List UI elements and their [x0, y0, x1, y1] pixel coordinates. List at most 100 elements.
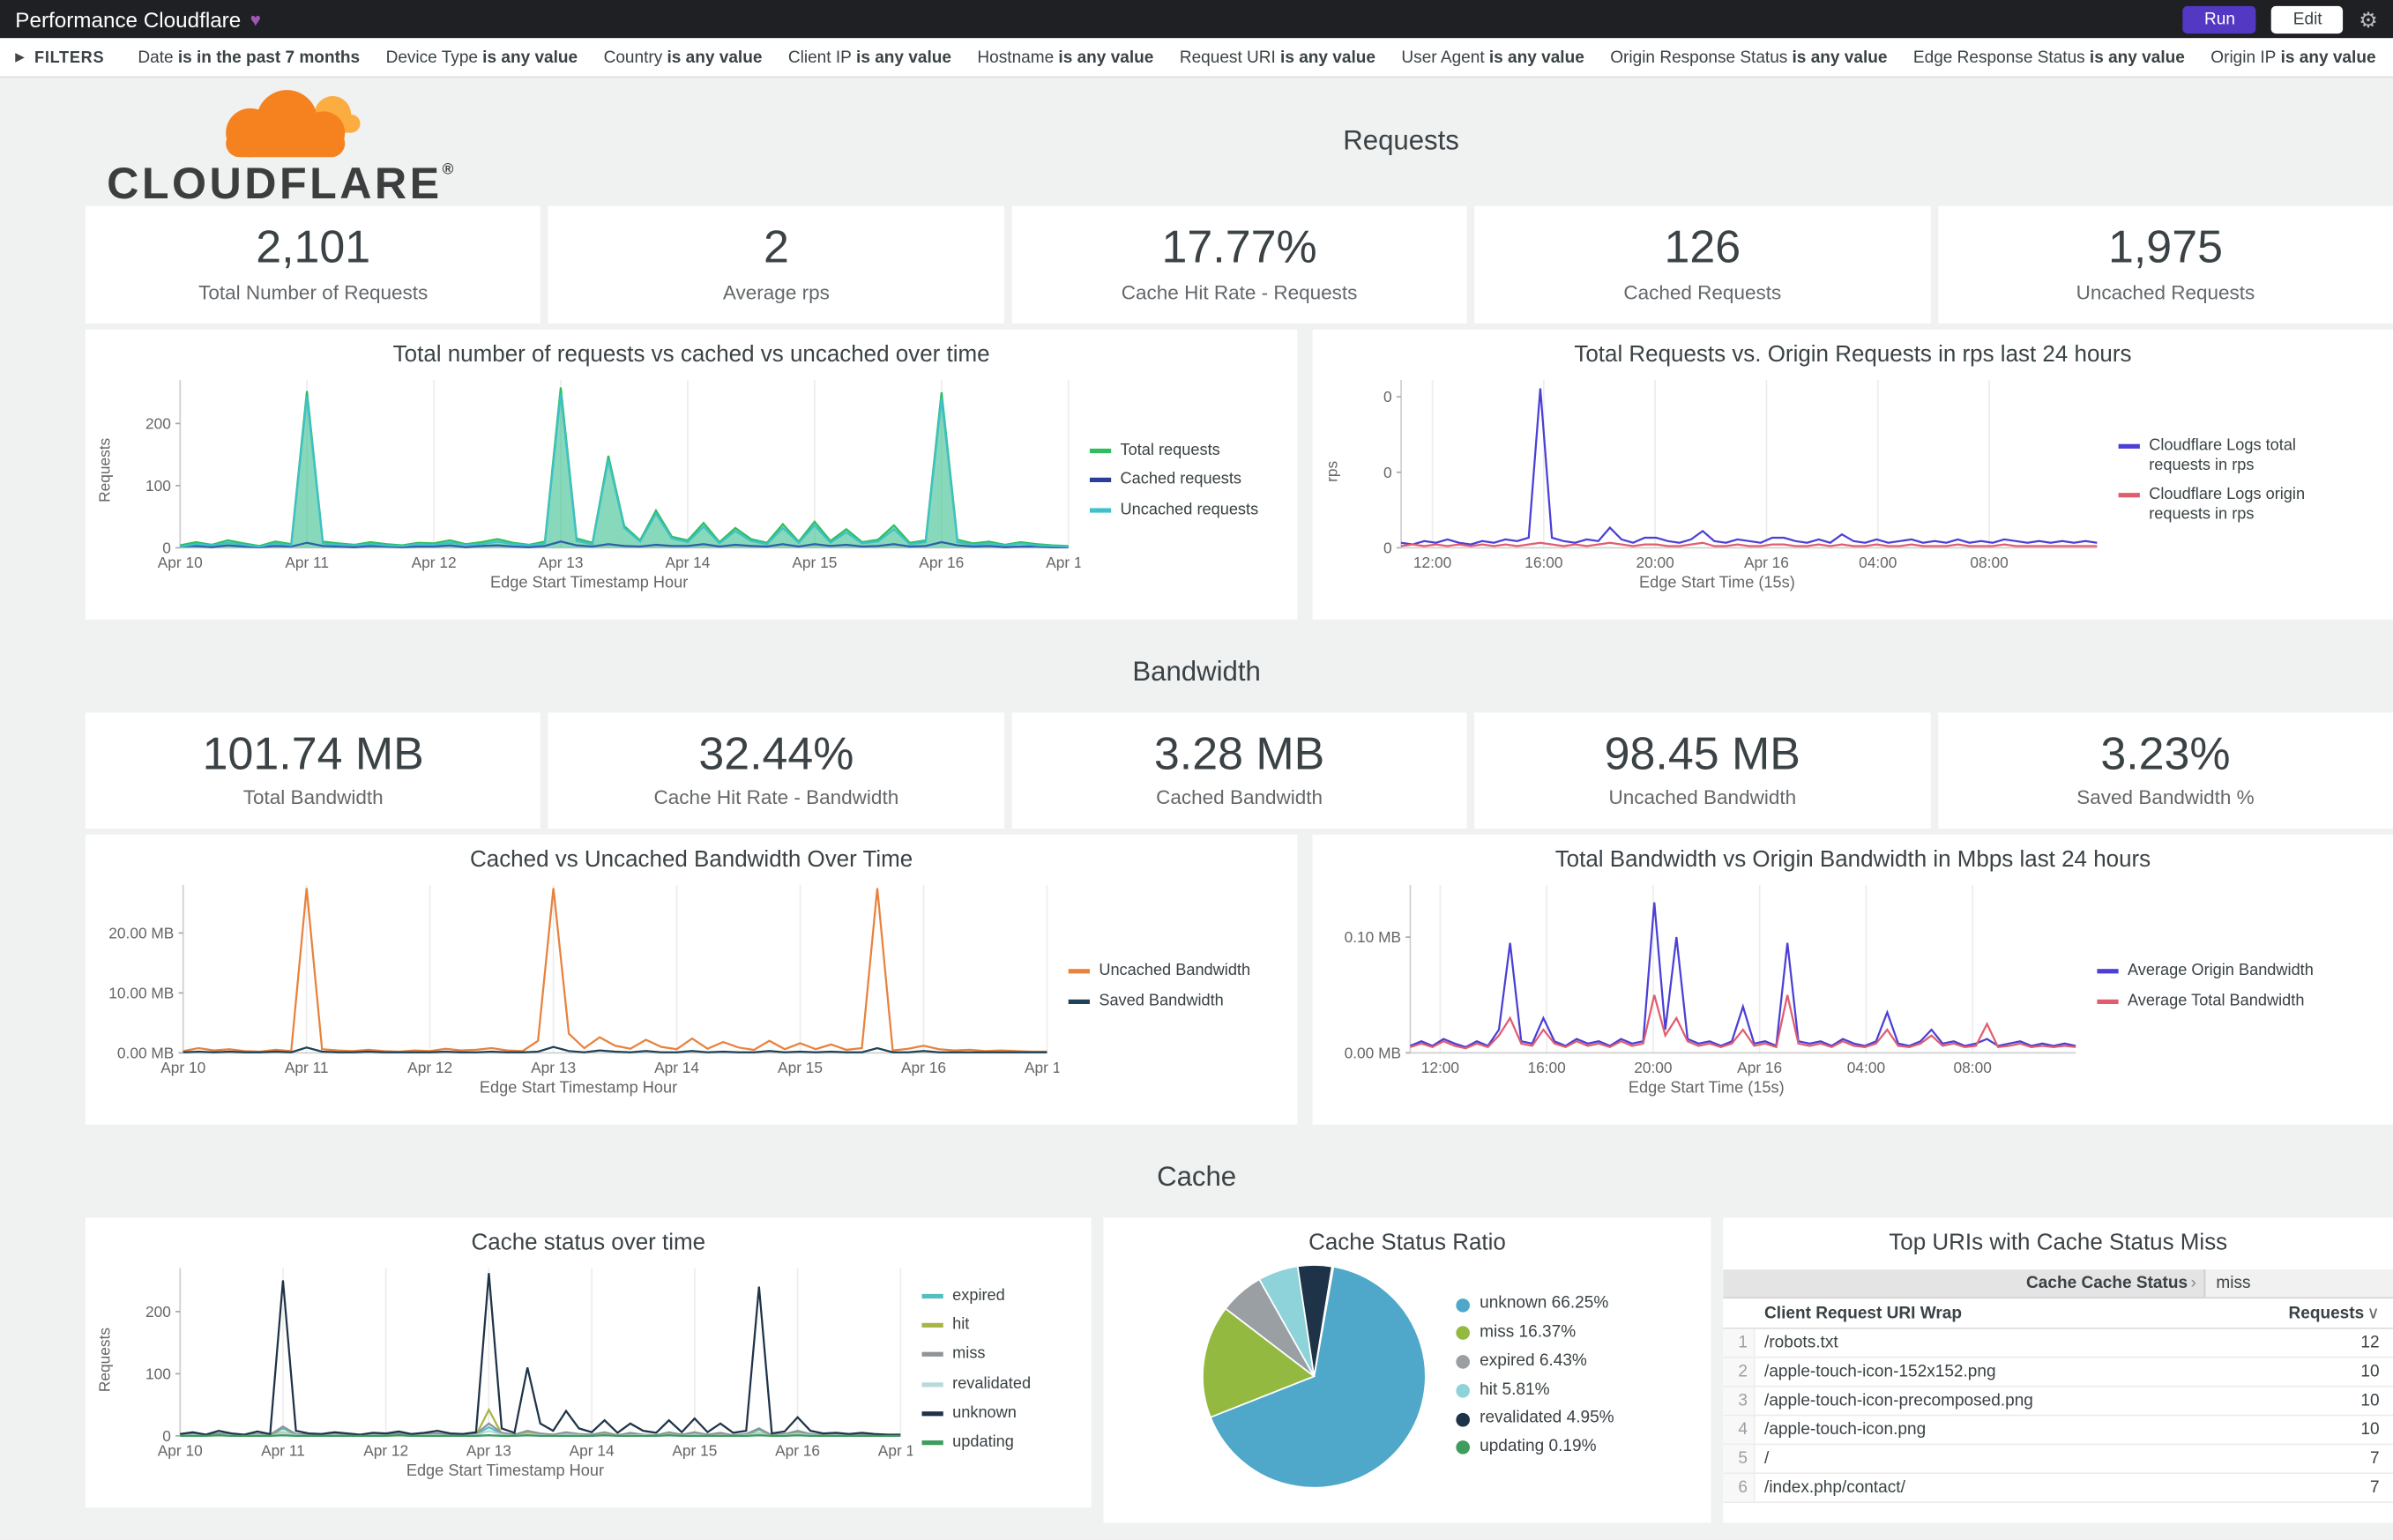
filter-chip[interactable]: Edge Response Status is any value [1913, 48, 2185, 67]
filter-chip[interactable]: Device Type is any value [386, 48, 578, 67]
kpi-value: 17.77% [1161, 222, 1317, 273]
filter-chip[interactable]: Date is in the past 7 months [138, 48, 360, 67]
svg-text:0.10 MB: 0.10 MB [1345, 928, 1401, 946]
svg-text:Apr 13: Apr 13 [466, 1441, 511, 1459]
legend-swatch [921, 1323, 943, 1328]
filter-chip[interactable]: Origin IP is any value [2210, 48, 2375, 67]
legend-item[interactable]: expired [921, 1286, 1069, 1306]
legend-label: Total requests [1120, 441, 1220, 460]
uri-cell[interactable]: /apple-touch-icon-152x152.png [1764, 1362, 1996, 1381]
column-header-requests[interactable]: Requests ∨ [2288, 1305, 2380, 1323]
kpi-value: 126 [1664, 222, 1741, 273]
legend-swatch [2097, 998, 2119, 1004]
kpi-value: 1,975 [2107, 222, 2223, 273]
svg-text:0: 0 [1383, 539, 1392, 556]
svg-text:0.00 MB: 0.00 MB [117, 1044, 174, 1061]
legend-item[interactable]: revalidated 4.95% [1457, 1409, 1614, 1430]
filter-field: Edge Response Status [1912, 48, 2085, 67]
legend-item[interactable]: unknown 66.25% [1457, 1294, 1614, 1315]
filter-chip[interactable]: User Agent is any value [1401, 48, 1584, 67]
legend-label: Cloudflare Logs total requests in rps [2149, 435, 2296, 475]
legend-dot [1457, 1412, 1471, 1426]
y-axis-label: rps [1324, 459, 1342, 482]
requests-cell: 10 [2360, 1362, 2380, 1381]
uri-cell[interactable]: /apple-touch-icon-precomposed.png [1764, 1391, 2033, 1410]
requests-cell: 7 [2370, 1478, 2380, 1498]
svg-text:Apr 13: Apr 13 [531, 1059, 576, 1076]
svg-text:Apr 11: Apr 11 [285, 1059, 329, 1076]
legend-label: miss [952, 1344, 986, 1364]
legend-item[interactable]: Total requests [1089, 441, 1279, 462]
legend-item[interactable]: hit 5.81% [1457, 1380, 1614, 1402]
gear-icon[interactable]: ⚙ [2359, 6, 2378, 32]
svg-text:20:00: 20:00 [1636, 553, 1674, 570]
svg-text:Apr 11: Apr 11 [285, 553, 329, 570]
filter-field: Country [603, 48, 663, 67]
svg-text:Apr 16: Apr 16 [901, 1059, 946, 1076]
filter-chip[interactable]: Origin Response Status is any value [1610, 48, 1887, 67]
legend-item[interactable]: Cloudflare Logs origin requests in rps [2118, 485, 2348, 524]
legend-item[interactable]: unknown [921, 1403, 1069, 1424]
legend-label: Uncached requests [1120, 500, 1259, 518]
legend-item[interactable]: Uncached Bandwidth [1068, 962, 1267, 982]
legend-item[interactable]: Saved Bandwidth [1068, 991, 1267, 1011]
legend-item[interactable]: expired 6.43% [1457, 1351, 1614, 1373]
table-body: 1 /robots.txt 12 2 /apple-touch-icon-152… [1723, 1328, 2393, 1504]
pie-legend: unknown 66.25% miss 16.37% expired 6.43% [1457, 1291, 1614, 1462]
filter-condition: is any value [856, 48, 952, 67]
rps-24h-chart: 0 0 0 12:00 16:00 20:00 Apr 16 04:00 08:00 [1383, 379, 2098, 570]
filter-chip[interactable]: Country is any value [604, 48, 763, 67]
filter-chip[interactable]: Hostname is any value [977, 48, 1153, 67]
legend-label: Cloudflare Logs origin requests in rps [2149, 485, 2306, 524]
filter-condition: is any value [1280, 48, 1376, 67]
chevron-right-icon: ▶ [15, 50, 26, 64]
legend-item[interactable]: updating [921, 1432, 1069, 1453]
legend-item[interactable]: updating 0.19% [1457, 1438, 1614, 1459]
x-axis-label: Edge Start Time (15s) [1628, 1078, 1785, 1097]
table-title: Top URIs with Cache Status Miss [1889, 1230, 2228, 1256]
legend-label: expired [952, 1286, 1005, 1306]
legend-item[interactable]: hit [921, 1316, 1069, 1336]
legend-item[interactable]: Average Origin Bandwidth [2097, 962, 2326, 982]
legend-item[interactable]: miss [921, 1344, 1069, 1365]
column-header-uri[interactable]: Client Request URI Wrap [1764, 1304, 1962, 1322]
svg-text:20:00: 20:00 [1634, 1059, 1672, 1076]
kpi-label: Cache Hit Rate - Bandwidth [653, 785, 899, 809]
svg-text:Apr 16: Apr 16 [1737, 1059, 1782, 1076]
run-button[interactable]: Run [2182, 5, 2257, 33]
filter-condition: is any value [482, 48, 578, 67]
filter-field: Hostname [977, 48, 1055, 67]
svg-text:Apr 12: Apr 12 [412, 553, 457, 570]
legend-label: Cached requests [1120, 470, 1241, 489]
legend-item[interactable]: Cloudflare Logs total requests in rps [2118, 435, 2348, 476]
kpi-tile: 3.23% Saved Bandwidth % [1937, 711, 2393, 829]
filters-list: Date is in the past 7 months Device Type i… [138, 48, 2378, 67]
filter-field: User Agent [1401, 48, 1485, 67]
chart-title: Total Requests vs. Origin Requests in rp… [1574, 340, 2132, 368]
legend-item[interactable]: Average Total Bandwidth [2097, 991, 2326, 1011]
legend-label: Average Origin Bandwidth [2128, 962, 2314, 980]
uri-cell[interactable]: /index.php/contact/ [1764, 1478, 1905, 1498]
filter-chip[interactable]: Request URI is any value [1180, 48, 1375, 67]
uri-cell[interactable]: / [1764, 1449, 1770, 1469]
table-filter-field[interactable]: Cache Cache Status › [2026, 1274, 2196, 1293]
kpi-tile: 32.44% Cache Hit Rate - Bandwidth [548, 711, 1004, 829]
legend-item[interactable]: Uncached requests [1089, 500, 1279, 520]
edit-button[interactable]: Edit [2271, 5, 2344, 33]
uri-cell[interactable]: /apple-touch-icon.png [1764, 1420, 1927, 1440]
uri-cell[interactable]: /robots.txt [1764, 1333, 1838, 1352]
kpi-value: 32.44% [698, 728, 854, 779]
legend-item[interactable]: revalidated [921, 1374, 1069, 1395]
filter-chip[interactable]: Client IP is any value [788, 48, 951, 67]
toolbar-actions: Run Edit ⚙ [2182, 5, 2378, 33]
legend-item[interactable]: Cached requests [1089, 470, 1279, 491]
filters-toggle[interactable]: ▶ FILTERS [15, 48, 104, 67]
kpi-value: 2,101 [256, 222, 371, 273]
filter-field: Client IP [787, 48, 852, 67]
legend-item[interactable]: miss 16.37% [1457, 1323, 1614, 1344]
kpi-label: Saved Bandwidth % [2076, 785, 2255, 809]
table-filter-value: miss [2203, 1269, 2393, 1298]
section-title-requests: Requests [1343, 124, 1459, 156]
filter-condition: is in the past 7 months [177, 48, 361, 67]
table-row: 3 /apple-touch-icon-precomposed.png 10 [1723, 1387, 2393, 1417]
